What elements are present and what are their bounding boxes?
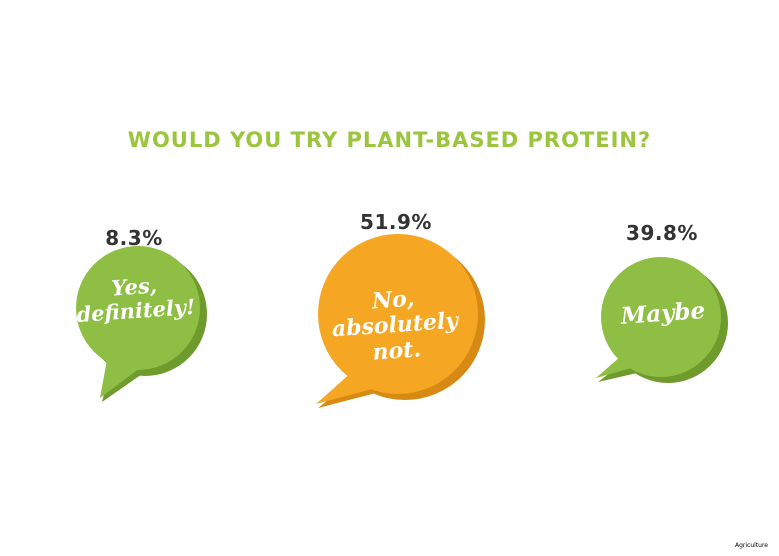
percent-label-no: 51.9% xyxy=(360,210,432,234)
speech-bubble-yes xyxy=(76,246,207,402)
bubble-body-maybe xyxy=(601,257,721,377)
speech-bubble-no xyxy=(316,234,485,408)
bubble-label-no: No, absolutely not. xyxy=(318,283,473,369)
bubble-body-no xyxy=(318,234,478,394)
bubble-tail-no xyxy=(316,372,376,404)
bubble-tail-maybe xyxy=(596,350,646,378)
bubble-body-yes xyxy=(76,246,200,370)
speech-bubble-maybe xyxy=(596,257,728,383)
bubble-label-yes: Yes, definitely! xyxy=(68,271,201,328)
percent-label-yes: 8.3% xyxy=(105,226,163,250)
percent-label-maybe: 39.8% xyxy=(626,221,698,245)
bubble-tail-yes xyxy=(100,354,140,398)
chart-title: WOULD YOU TRY PLANT-BASED PROTEIN? xyxy=(127,128,652,152)
source-label: Agriculture xyxy=(735,542,768,549)
